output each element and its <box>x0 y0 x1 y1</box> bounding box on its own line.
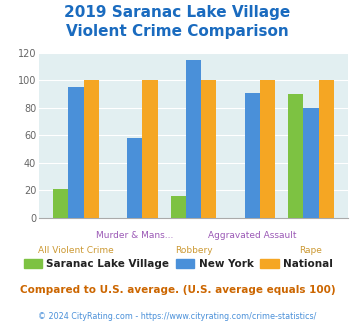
Bar <box>186 60 201 218</box>
Text: All Violent Crime: All Violent Crime <box>38 246 114 255</box>
Text: Aggravated Assault: Aggravated Assault <box>208 231 296 240</box>
Bar <box>318 80 334 218</box>
Text: Compared to U.S. average. (U.S. average equals 100): Compared to U.S. average. (U.S. average … <box>20 285 335 295</box>
Text: Murder & Mans...: Murder & Mans... <box>96 231 174 240</box>
Legend: Saranac Lake Village, New York, National: Saranac Lake Village, New York, National <box>20 254 337 273</box>
Text: © 2024 CityRating.com - https://www.cityrating.com/crime-statistics/: © 2024 CityRating.com - https://www.city… <box>38 312 317 321</box>
Text: Robbery: Robbery <box>175 246 212 255</box>
Bar <box>84 80 99 218</box>
Bar <box>69 87 84 218</box>
Bar <box>245 93 260 218</box>
Bar <box>170 196 186 218</box>
Bar <box>201 80 217 218</box>
Bar <box>53 189 69 218</box>
Bar <box>303 108 318 218</box>
Text: 2019 Saranac Lake Village
Violent Crime Comparison: 2019 Saranac Lake Village Violent Crime … <box>64 5 291 39</box>
Text: Rape: Rape <box>300 246 322 255</box>
Bar <box>127 138 142 218</box>
Bar <box>260 80 275 218</box>
Bar <box>142 80 158 218</box>
Bar <box>288 94 303 218</box>
